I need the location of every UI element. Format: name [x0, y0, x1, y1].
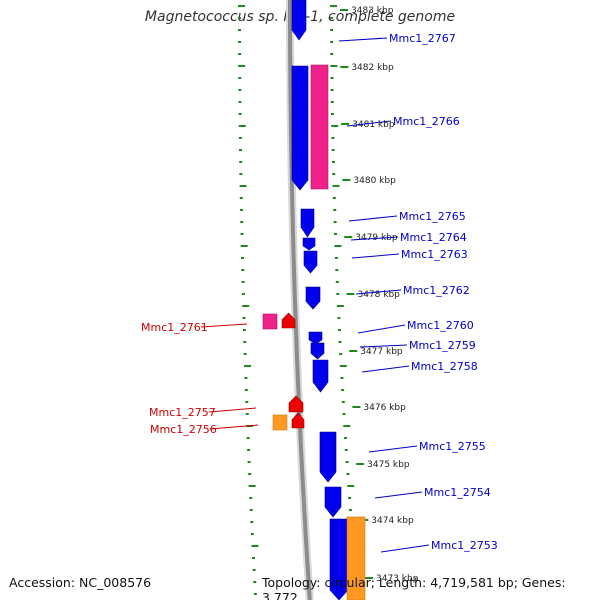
gene-leader-line [200, 323, 248, 328]
trna-feature-arrow [291, 412, 305, 429]
gene-label: Mmc1_2754 [424, 486, 491, 499]
cds-feature-arrow [305, 286, 321, 310]
gene-leader-line [357, 324, 406, 334]
cds-feature-arrow [312, 359, 329, 393]
kbp-tick-label: 3482 kbp [351, 63, 394, 73]
gene-leader-line [355, 289, 402, 295]
cds-feature-arrow [302, 237, 316, 251]
gene-label: Mmc1_2760 [407, 319, 474, 332]
backbone-line [288, 0, 312, 600]
gene-label: Mmc1_2765 [399, 210, 466, 223]
cds-feature-arrow [303, 250, 318, 274]
kbp-tick-label: 3474 kbp [371, 516, 414, 526]
kbp-tick-label: 3477 kbp [360, 347, 403, 357]
gene-label: Mmc1_2764 [400, 231, 467, 244]
kbp-tick-label: 3476 kbp [363, 403, 406, 413]
gene-label: Mmc1_2761 [141, 321, 208, 334]
gene-label: Mmc1_2766 [393, 115, 460, 128]
kbp-tick-label: 3483 kbp [351, 6, 394, 16]
kbp-tick-label: 3481 kbp [352, 120, 395, 130]
gene-leader-line [351, 253, 400, 259]
gene-label: Mmc1_2759 [409, 339, 476, 352]
gene-label: Mmc1_2757 [149, 406, 216, 419]
gene-leader-line [374, 491, 423, 499]
genome-summary: Topology: circular; Length: 4,719,581 bp… [262, 575, 566, 600]
gene-leader-line [380, 544, 430, 553]
gene-label: Mmc1_2753 [431, 539, 498, 552]
rrna-feature [310, 64, 329, 190]
trna-feature-arrow [281, 312, 296, 329]
cds-feature-arrow [291, 0, 307, 41]
kbp-tick-label: 3478 kbp [357, 290, 400, 300]
gene-leader-line [208, 407, 257, 413]
gene-label: Mmc1_2763 [401, 248, 468, 261]
kbp-tick-label: 3473 kbp [376, 574, 419, 584]
cds-feature-arrow [291, 65, 309, 191]
gene-label: Mmc1_2767 [389, 32, 456, 45]
gene-label: Mmc1_2762 [403, 284, 470, 297]
gene-leader-line [348, 215, 398, 222]
gene-label: Mmc1_2755 [419, 440, 486, 453]
gene-label: Mmc1_2758 [411, 360, 478, 373]
gene-leader-line [338, 37, 388, 42]
cds-feature-arrow [310, 342, 325, 360]
gene-label: Mmc1_2756 [150, 423, 217, 436]
gene-leader-line [209, 424, 259, 430]
accession-label: Accession: NC_008576 [9, 575, 152, 590]
cds-feature-arrow [319, 431, 337, 483]
rrna-feature [262, 313, 278, 330]
gene-leader-line [368, 445, 418, 453]
gene-leader-line [361, 365, 410, 373]
gene-leader-line [346, 120, 392, 127]
gene-leader-line [350, 236, 399, 241]
rrna-feature [272, 414, 288, 431]
kbp-tick-label: 3475 kbp [367, 460, 410, 470]
cds-feature-arrow [308, 331, 323, 345]
gene-leader-line [359, 344, 408, 348]
rrna-feature [346, 516, 366, 600]
cds-feature-arrow [300, 208, 315, 238]
cds-feature-arrow [329, 518, 349, 600]
trna-feature-arrow [288, 395, 304, 413]
kbp-tick-label: 3480 kbp [353, 176, 396, 186]
cds-feature-arrow [324, 486, 342, 518]
